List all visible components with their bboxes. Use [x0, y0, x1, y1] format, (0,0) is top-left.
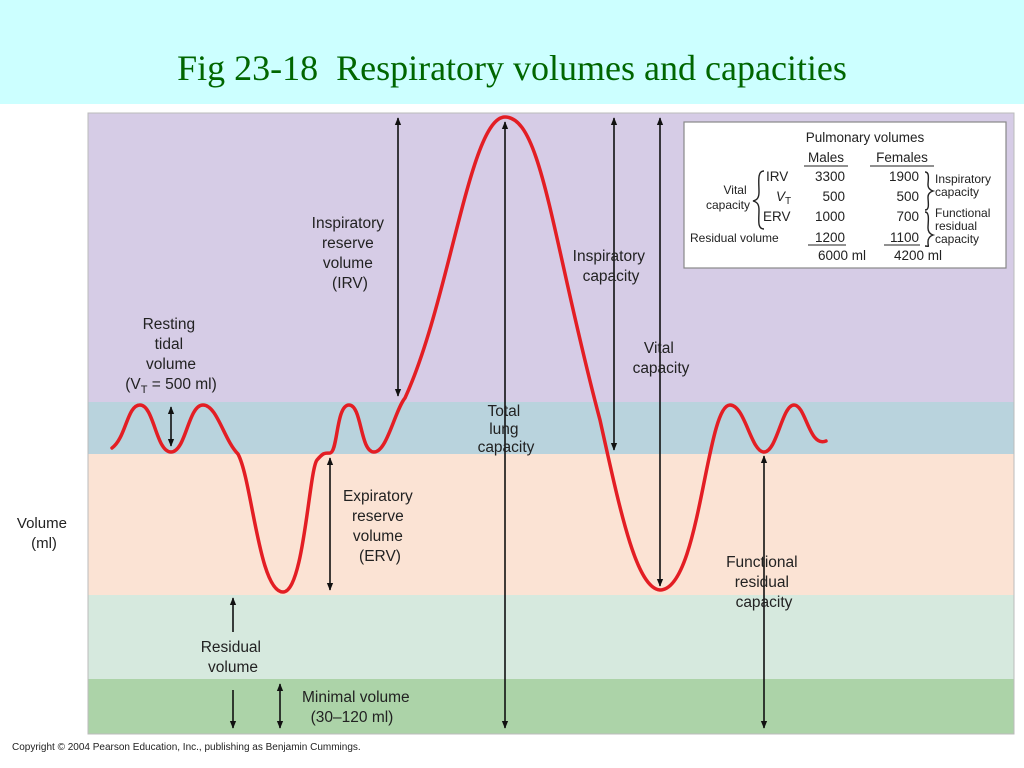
eq-suffix: = 500 ml)	[147, 376, 216, 393]
brace-frc-label: Functional residual capacity	[935, 206, 994, 246]
label-line: Vital	[644, 340, 674, 357]
vital-capacity-row-label: Vital capacity	[706, 183, 750, 212]
erv-label: Expiratory reserve volume (ERV)	[343, 488, 417, 565]
row-males-vt: 500	[822, 189, 845, 204]
functional-residual-capacity-label: Functional residual capacity	[726, 554, 802, 611]
minimal-volume-label: Minimal volume (30–120 ml)	[302, 689, 414, 726]
row-males-residual-volume: 1200	[815, 230, 845, 245]
eq-prefix: (V	[125, 376, 141, 393]
label-line: tidal	[155, 336, 183, 353]
row-females-vt: 500	[896, 189, 919, 204]
label-line: Vital	[724, 183, 747, 197]
label-line: (IRV)	[332, 275, 368, 292]
row-label-erv: ERV	[763, 209, 791, 224]
label-line: volume	[353, 528, 403, 545]
label-line: volume	[323, 255, 373, 272]
total-lung-capacity-label: Total lung capacity	[478, 403, 535, 456]
label-line: reserve	[352, 508, 404, 525]
label-line: reserve	[322, 235, 374, 252]
row-females-irv: 1900	[889, 169, 919, 184]
resting-tidal-volume-equation: (VT = 500 ml)	[125, 376, 217, 396]
label-line: capacity	[633, 360, 690, 377]
volume-trace	[110, 115, 828, 594]
vital-capacity-label: Vital capacity	[633, 340, 690, 377]
label-line: lung	[489, 421, 518, 438]
eq-subscript: T	[141, 384, 148, 396]
row-label-vt: VT	[776, 189, 791, 207]
label-line: Resting	[143, 316, 196, 333]
label-line: capacity	[706, 198, 750, 212]
vt-subscript: T	[785, 196, 791, 207]
table-title: Pulmonary volumes	[806, 130, 925, 145]
band-tidal-volume	[88, 402, 1014, 454]
label-line: Residual	[201, 639, 261, 656]
row-males-irv: 3300	[815, 169, 845, 184]
irv-label: Inspiratory reserve volume (IRV)	[312, 215, 389, 292]
row-label-irv: IRV	[766, 169, 788, 184]
label-line: capacity	[935, 185, 979, 199]
copyright-notice: Copyright © 2004 Pearson Education, Inc.…	[12, 742, 361, 753]
total-males: 6000 ml	[818, 248, 866, 263]
label-line: Inspiratory	[935, 172, 991, 186]
total-females: 4200 ml	[894, 248, 942, 263]
row-label-residual-volume: Residual volume	[690, 231, 779, 245]
label-line: volume	[146, 356, 196, 373]
label-line: Functional	[935, 206, 990, 220]
diagram-frame	[87, 112, 1015, 735]
label-line: Inspiratory	[573, 248, 646, 265]
label-line: (30–120 ml)	[311, 709, 394, 726]
table-header-males: Males	[808, 150, 844, 165]
label-line: capacity	[478, 439, 535, 456]
row-males-erv: 1000	[815, 209, 845, 224]
band-minimal-volume	[88, 679, 1014, 734]
band-residual-volume	[88, 595, 1014, 679]
frc-brace	[924, 211, 936, 248]
axis-label-line: Volume	[17, 515, 67, 532]
axis-label-line: (ml)	[31, 535, 57, 552]
label-line: residual	[935, 219, 977, 233]
label-line: residual	[735, 574, 789, 591]
band-expiratory-reserve	[88, 454, 1014, 595]
label-line: Inspiratory	[312, 215, 385, 232]
pulmonary-volumes-table: Pulmonary volumes Males Females Vital ca…	[683, 121, 1007, 269]
table-header-females: Females	[876, 150, 928, 165]
inspiratory-capacity-brace	[924, 171, 936, 211]
axis-label: Volume (ml)	[17, 515, 71, 552]
row-females-residual-volume: 1100	[890, 230, 919, 245]
brace-inspiratory-capacity-label: Inspiratory capacity	[935, 172, 994, 199]
label-line: Minimal volume	[302, 689, 410, 706]
label-line: volume	[208, 659, 258, 676]
label-line: Expiratory	[343, 488, 413, 505]
label-line: capacity	[736, 594, 793, 611]
slide-title: Fig 23-18 Respiratory volumes and capaci…	[177, 48, 847, 88]
resting-tidal-volume-label: Resting tidal volume	[143, 316, 200, 373]
row-females-erv: 700	[896, 209, 919, 224]
inspiratory-capacity-label: Inspiratory capacity	[573, 248, 650, 285]
table-box	[683, 121, 1007, 269]
title-banner: Fig 23-18 Respiratory volumes and capaci…	[0, 0, 1024, 104]
label-line: capacity	[583, 268, 640, 285]
vital-capacity-brace	[752, 170, 765, 230]
residual-volume-label: Residual volume	[201, 639, 266, 676]
label-line: Total	[487, 403, 520, 420]
label-line: Functional	[726, 554, 798, 571]
vt-symbol: V	[776, 189, 787, 204]
label-line: capacity	[935, 232, 979, 246]
label-line: (ERV)	[359, 548, 401, 565]
